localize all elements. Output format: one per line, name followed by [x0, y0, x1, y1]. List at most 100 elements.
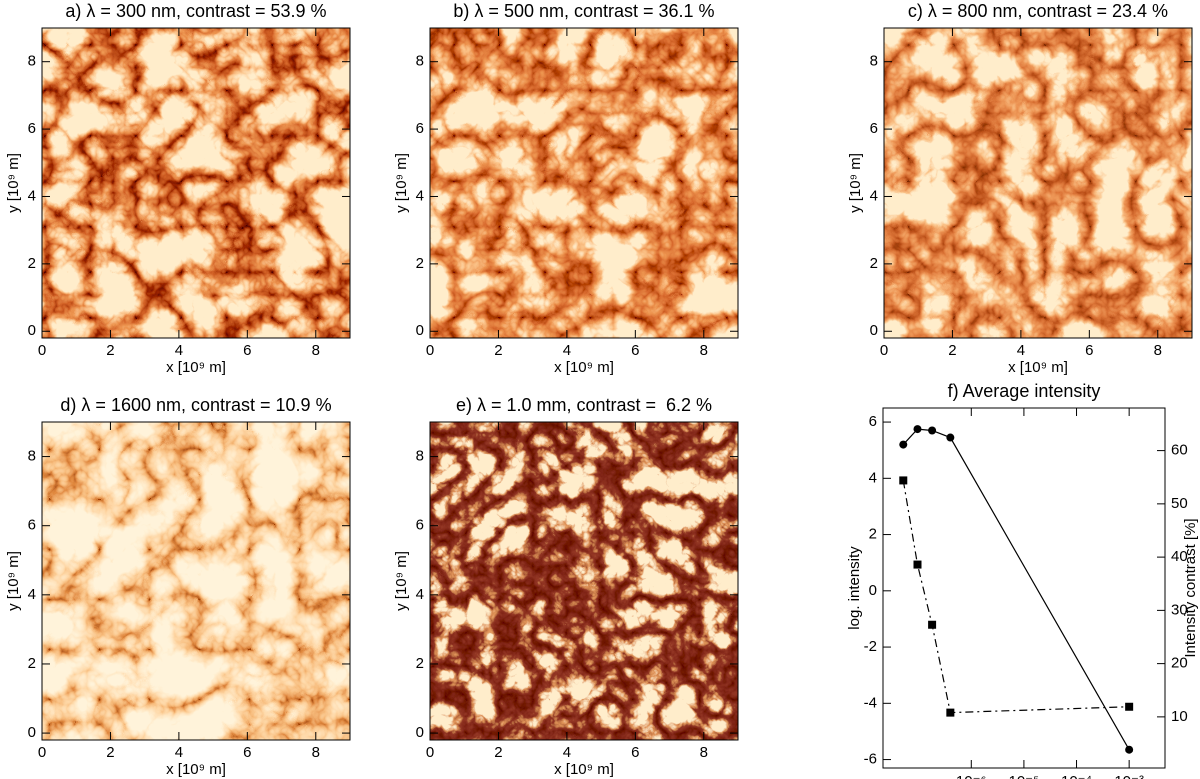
intensity-map [430, 28, 738, 338]
circle-marker [928, 426, 937, 435]
y-tick-label: 2 [28, 655, 36, 672]
panel-title: d) λ = 1600 nm, contrast = 10.9 % [60, 395, 331, 415]
plot-frame [883, 27, 1193, 339]
y-tick-label: 0 [869, 582, 877, 599]
y2-tick-label: 30 [1171, 601, 1188, 618]
series-line [902, 480, 1130, 714]
x-tick-label: 2 [948, 342, 956, 359]
x-tick-label: 8 [700, 342, 708, 359]
y-tick-label: 0 [416, 724, 424, 741]
y-tick-label: 6 [870, 120, 878, 137]
x-tick-label: 10⁻⁶ [956, 773, 987, 779]
x-tick-label: 0 [38, 342, 46, 359]
circle-marker [899, 440, 908, 449]
y-tick-label: -6 [864, 751, 877, 768]
circle-marker [913, 425, 922, 434]
panel-title: e) λ = 1.0 mm, contrast = 6.2 % [456, 395, 712, 415]
y-tick-label: 0 [870, 322, 878, 339]
y-tick-label: 8 [28, 448, 36, 465]
y-tick-label: 8 [416, 53, 424, 70]
panel-title: c) λ = 800 nm, contrast = 23.4 % [908, 1, 1168, 21]
y-tick-label: 4 [28, 586, 36, 603]
x-axis-label: x [10⁹ m] [554, 761, 614, 778]
y-tick-label: 6 [869, 413, 877, 430]
y-tick-label: 4 [28, 187, 36, 204]
x-axis-label: x [10⁹ m] [166, 761, 226, 778]
circle-marker [946, 433, 955, 442]
x-tick-label: 0 [880, 342, 888, 359]
y-axis-label: y [10⁹ m] [393, 153, 410, 213]
y-axis-label: log. intensity [846, 546, 863, 630]
x-tick-label: 6 [243, 342, 251, 359]
y-axis-label: y [10⁹ m] [393, 551, 410, 611]
y2-tick-label: 20 [1171, 655, 1188, 672]
y-tick-label: 4 [416, 586, 424, 603]
y2-tick-label: 50 [1171, 495, 1188, 512]
circle-marker [1125, 745, 1134, 754]
x-tick-label: 10⁻⁴ [1061, 773, 1092, 779]
x-tick-label: 6 [631, 744, 639, 761]
y2-tick-label: 60 [1171, 442, 1188, 459]
y-tick-label: 6 [28, 517, 36, 534]
y-tick-label: 2 [870, 255, 878, 272]
intensity-map [42, 28, 350, 338]
y-axis-label: y [10⁹ m] [5, 153, 22, 213]
x-axis-label: x [10⁹ m] [554, 359, 614, 376]
x-tick-label: 2 [106, 744, 114, 761]
x-tick-label: 8 [312, 744, 320, 761]
x-tick-label: 0 [426, 744, 434, 761]
y-tick-label: 0 [28, 322, 36, 339]
square-marker [899, 476, 908, 485]
x-tick-label: 4 [175, 342, 183, 359]
square-marker [1125, 702, 1134, 711]
y-axis-label: y [10⁹ m] [847, 153, 864, 213]
x-tick-label: 10⁻⁵ [1008, 773, 1039, 779]
panel-title: a) λ = 300 nm, contrast = 53.9 % [65, 1, 326, 21]
y-tick-label: -2 [864, 638, 877, 655]
square-marker [913, 560, 922, 569]
y-tick-label: 4 [416, 187, 424, 204]
y-tick-label: 6 [416, 517, 424, 534]
y-tick-label: 2 [28, 255, 36, 272]
x-tick-label: 4 [175, 744, 183, 761]
y-axis-label: y [10⁹ m] [5, 551, 22, 611]
y2-tick-label: 10 [1171, 708, 1188, 725]
x-tick-label: 4 [563, 744, 571, 761]
x-tick-label: 2 [106, 342, 114, 359]
y-tick-label: 4 [870, 187, 878, 204]
x-tick-label: 8 [700, 744, 708, 761]
y-tick-label: 6 [28, 120, 36, 137]
x-axis-label: x [10⁹ m] [166, 359, 226, 376]
y-tick-label: 2 [869, 526, 877, 543]
intensity-map [884, 28, 1192, 338]
x-tick-label: 4 [563, 342, 571, 359]
x-tick-label: 8 [1154, 342, 1162, 359]
panel-title: f) Average intensity [948, 381, 1101, 401]
plot-frame [429, 421, 739, 741]
panel-title: b) λ = 500 nm, contrast = 36.1 % [453, 1, 714, 21]
x-tick-label: 8 [312, 342, 320, 359]
intensity-map [430, 422, 738, 740]
y-tick-label: 4 [869, 469, 877, 486]
y-tick-label: 2 [416, 255, 424, 272]
x-tick-label: 6 [1085, 342, 1093, 359]
plot-frame [429, 27, 739, 339]
x-tick-label: 0 [38, 744, 46, 761]
plot-frame [41, 421, 351, 741]
intensity-map [42, 422, 350, 740]
x-tick-label: 2 [494, 744, 502, 761]
y2-tick-label: 40 [1171, 548, 1188, 565]
y-tick-label: 8 [28, 53, 36, 70]
plot-frame [41, 27, 351, 339]
y-tick-label: 2 [416, 655, 424, 672]
y2-axis-label: Intensity contrast [%] [1182, 518, 1199, 657]
x-tick-label: 10⁻³ [1114, 773, 1144, 779]
square-marker [946, 708, 955, 717]
x-tick-label: 4 [1017, 342, 1025, 359]
y-tick-label: 0 [28, 724, 36, 741]
y-tick-label: 8 [870, 53, 878, 70]
x-tick-label: 6 [243, 744, 251, 761]
y-tick-label: 6 [416, 120, 424, 137]
